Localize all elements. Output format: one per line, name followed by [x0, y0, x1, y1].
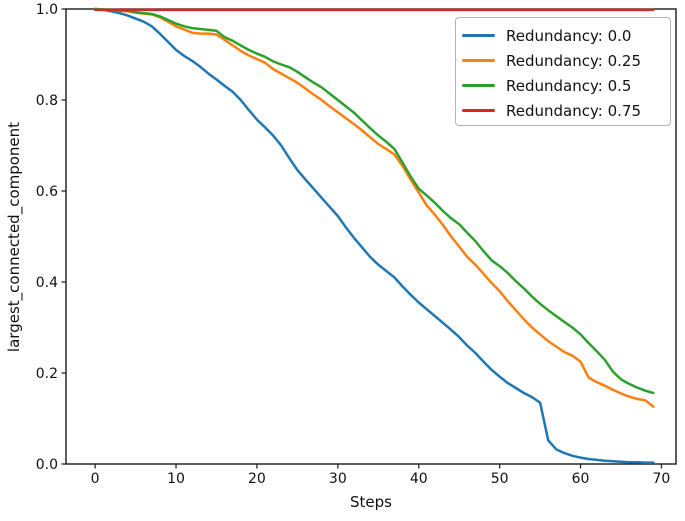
y-tick-label: 0.4 [36, 275, 58, 291]
legend-item: Redundancy: 0.25 [462, 48, 670, 73]
x-tick-label: 20 [248, 471, 266, 487]
axis-ticks: 0 10 20 30 40 50 60 70 0.0 0.2 0.4 0.6 0.8 1.0 [36, 2, 671, 487]
y-tick-label: 0.6 [36, 184, 58, 200]
legend-label: Redundancy: 0.75 [506, 101, 641, 120]
legend-item: Redundancy: 0.5 [462, 73, 670, 98]
y-tick-label: 0.8 [36, 93, 58, 109]
x-tick-label: 50 [491, 471, 509, 487]
y-tick-label: 0.0 [36, 457, 58, 473]
x-tick-label: 10 [167, 471, 185, 487]
legend: Redundancy: 0.0 Redundancy: 0.25 Redundanc… [455, 17, 671, 126]
series-line-0.5 [93, 7, 655, 395]
legend-swatch [462, 108, 495, 113]
legend-label: Redundancy: 0.25 [506, 51, 641, 70]
x-tick-label: 30 [329, 471, 347, 487]
legend-label: Redundancy: 0.5 [506, 76, 632, 95]
x-tick-label: 60 [572, 471, 590, 487]
y-tick-label: 0.2 [36, 366, 58, 382]
legend-swatch [462, 83, 495, 88]
y-axis-label: largest_connected_component [5, 122, 24, 352]
series-lines [93, 7, 655, 464]
x-tick-label: 0 [91, 471, 100, 487]
x-tick-label: 70 [653, 471, 671, 487]
x-tick-label: 40 [410, 471, 428, 487]
legend-item: Redundancy: 0.0 [462, 23, 670, 48]
legend-label: Redundancy: 0.0 [506, 26, 632, 45]
series-line-0.25 [93, 7, 655, 408]
x-axis-label: Steps [350, 493, 392, 511]
series-line-0.0 [93, 7, 655, 464]
legend-swatch [462, 33, 495, 38]
legend-item: Redundancy: 0.75 [462, 98, 670, 123]
legend-swatch [462, 58, 495, 63]
y-tick-label: 1.0 [36, 2, 58, 18]
